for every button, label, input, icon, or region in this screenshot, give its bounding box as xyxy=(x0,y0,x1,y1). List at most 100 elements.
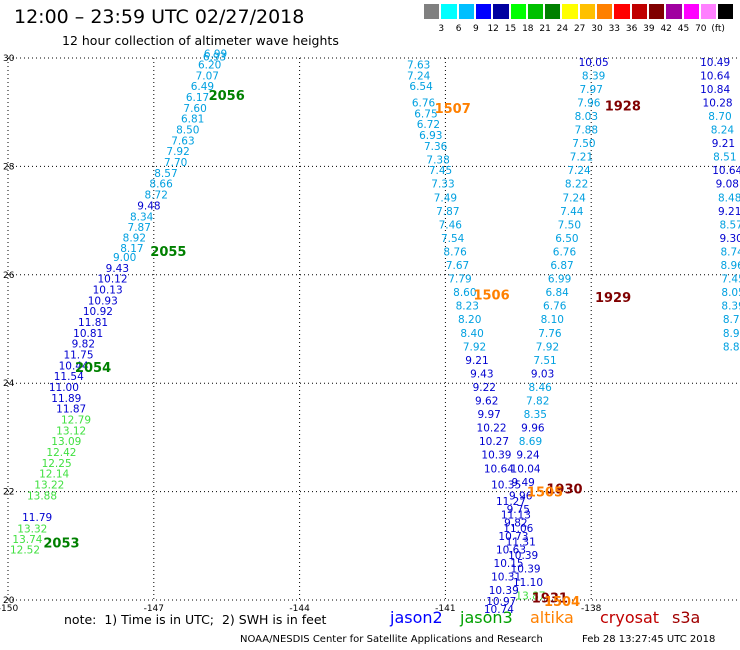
wave-height-value: 10.64 xyxy=(700,70,730,82)
legend-altika: altika xyxy=(530,608,574,627)
pass-number-label: 1930 xyxy=(546,482,582,497)
wave-height-value: 10.93 xyxy=(88,295,118,307)
wave-height-value: 12.52 xyxy=(10,545,40,557)
wave-height-value: 8.20 xyxy=(458,314,481,326)
wave-height-value: 7.96 xyxy=(577,97,601,109)
colorbar-label: 21 xyxy=(539,24,551,34)
colorbar-label: 12 xyxy=(487,24,499,34)
wave-height-value: 11.81 xyxy=(78,317,108,329)
wave-height-value: 10.39 xyxy=(481,450,511,462)
wave-height-value: 11.54 xyxy=(54,371,84,383)
y-tick-label: 30 xyxy=(3,54,15,64)
wave-height-value: 6.81 xyxy=(181,114,204,126)
wave-height-value: 7.92 xyxy=(536,341,559,353)
wave-height-value: 9.48 xyxy=(137,200,160,212)
wave-height-value: 7.97 xyxy=(580,84,603,96)
wave-height-value: 13.87 xyxy=(515,591,545,603)
wave-height-value: 10.49 xyxy=(700,57,730,69)
legend-jason3: jason3 xyxy=(460,608,513,627)
wave-height-value: 9.08 xyxy=(716,179,739,191)
wave-height-value: 8.72 xyxy=(145,190,168,202)
wave-height-value: 7.88 xyxy=(575,125,598,137)
colorbar-label: 39 xyxy=(643,24,655,34)
wave-height-value: 10.64 xyxy=(712,165,740,177)
wave-height-value: 11.13 xyxy=(501,509,531,521)
wave-height-value: 10.73 xyxy=(498,531,528,543)
y-tick-label: 28 xyxy=(3,162,15,172)
wave-height-value: 9.43 xyxy=(106,263,129,275)
wave-height-value: 10.39 xyxy=(508,550,538,562)
colorbar-label: (ft) xyxy=(711,24,725,34)
legend-cryosat: cryosat xyxy=(600,608,660,627)
wave-height-value: 10.74 xyxy=(484,604,514,616)
pass-number-label: 1931 xyxy=(532,591,568,606)
wave-height-value: 9.49 xyxy=(511,477,534,489)
wave-height-value: 8.60 xyxy=(453,287,476,299)
wave-height-value: 9.22 xyxy=(473,382,496,394)
wave-height-value: 10.04 xyxy=(511,463,541,475)
wave-height-value: 9.75 xyxy=(507,504,530,516)
wave-height-value: 13.09 xyxy=(51,436,81,448)
wave-height-value: 8.96 xyxy=(723,328,740,340)
wave-height-value: 6.99 xyxy=(204,49,227,61)
wave-height-value: 12.14 xyxy=(39,469,69,481)
wave-height-value: 7.45 xyxy=(429,165,452,177)
y-tick-label: 26 xyxy=(3,271,15,281)
wave-height-value: 10.63 xyxy=(496,545,526,557)
wave-height-value: 10.05 xyxy=(579,57,609,69)
x-tick-label: -144 xyxy=(289,604,310,614)
wave-height-value: 7.70 xyxy=(164,157,187,169)
wave-height-value: 6.76 xyxy=(543,301,567,313)
wave-height-value: 7.36 xyxy=(424,141,448,153)
wave-height-value: 6.93 xyxy=(203,51,226,63)
wave-height-value: 6.99 xyxy=(548,274,571,286)
wave-height-value: 8.40 xyxy=(460,328,483,340)
wave-height-value: 7.50 xyxy=(572,138,595,150)
colorbar-swatch xyxy=(614,4,630,19)
wave-height-value: 13.32 xyxy=(17,523,47,535)
wave-height-value: 11.87 xyxy=(56,404,86,416)
wave-height-value: 9.00 xyxy=(113,252,136,264)
wave-height-value: 8.34 xyxy=(130,211,154,223)
wave-height-value: 8.46 xyxy=(528,382,552,394)
wave-height-value: 9.21 xyxy=(712,138,735,150)
wave-height-value: 11.79 xyxy=(22,512,52,524)
wave-height-value: 7.87 xyxy=(436,206,459,218)
pass-number-label: 1505 xyxy=(527,486,563,501)
footer-note: note: 1) Time is in UTC; 2) SWH is in fe… xyxy=(64,612,327,627)
wave-height-value: 10.97 xyxy=(486,596,516,608)
colorbar-label: 33 xyxy=(608,24,621,34)
wave-height-value: 9.96 xyxy=(521,423,545,435)
wave-height-value: 9.82 xyxy=(504,517,527,529)
wave-height-value: 6.50 xyxy=(555,233,578,245)
colorbar-label: 30 xyxy=(591,24,603,34)
wave-height-value: 8.57 xyxy=(154,168,177,180)
wave-height-value: 6.93 xyxy=(419,130,442,142)
colorbar-swatch xyxy=(458,4,474,19)
wave-height-value: 8.76 xyxy=(443,246,467,258)
colorbar-swatch xyxy=(579,4,596,19)
wave-height-value: 6.54 xyxy=(409,81,433,93)
wave-height-value: 10.28 xyxy=(703,97,733,109)
colorbar-label: 15 xyxy=(504,24,517,34)
wave-height-value: 7.50 xyxy=(558,219,581,231)
colorbar-swatch xyxy=(631,4,647,19)
wave-height-value: 6.75 xyxy=(414,108,437,120)
wave-height-value: 7.24 xyxy=(567,165,591,177)
page-subtitle: 12 hour collection of altimeter wave hei… xyxy=(62,33,339,48)
colorbar-label: 24 xyxy=(556,24,569,34)
colorbar-swatch xyxy=(527,4,544,19)
wave-height-value: 12.79 xyxy=(61,415,91,427)
colorbar-swatch xyxy=(545,4,561,19)
wave-height-value: 7.76 xyxy=(538,328,562,340)
colorbar-swatch xyxy=(441,4,457,19)
wave-height-value: 8.50 xyxy=(176,125,199,137)
wave-height-value: 7.63 xyxy=(407,60,430,72)
footer-timestamp: Feb 28 13:27:45 UTC 2018 xyxy=(582,634,716,645)
wave-height-value: 10.39 xyxy=(489,585,519,597)
wave-height-value: 10.31 xyxy=(491,572,521,584)
wave-height-value: 7.21 xyxy=(570,152,593,164)
wave-height-value: 10.39 xyxy=(511,564,541,576)
wave-height-value: 7.38 xyxy=(426,154,449,166)
